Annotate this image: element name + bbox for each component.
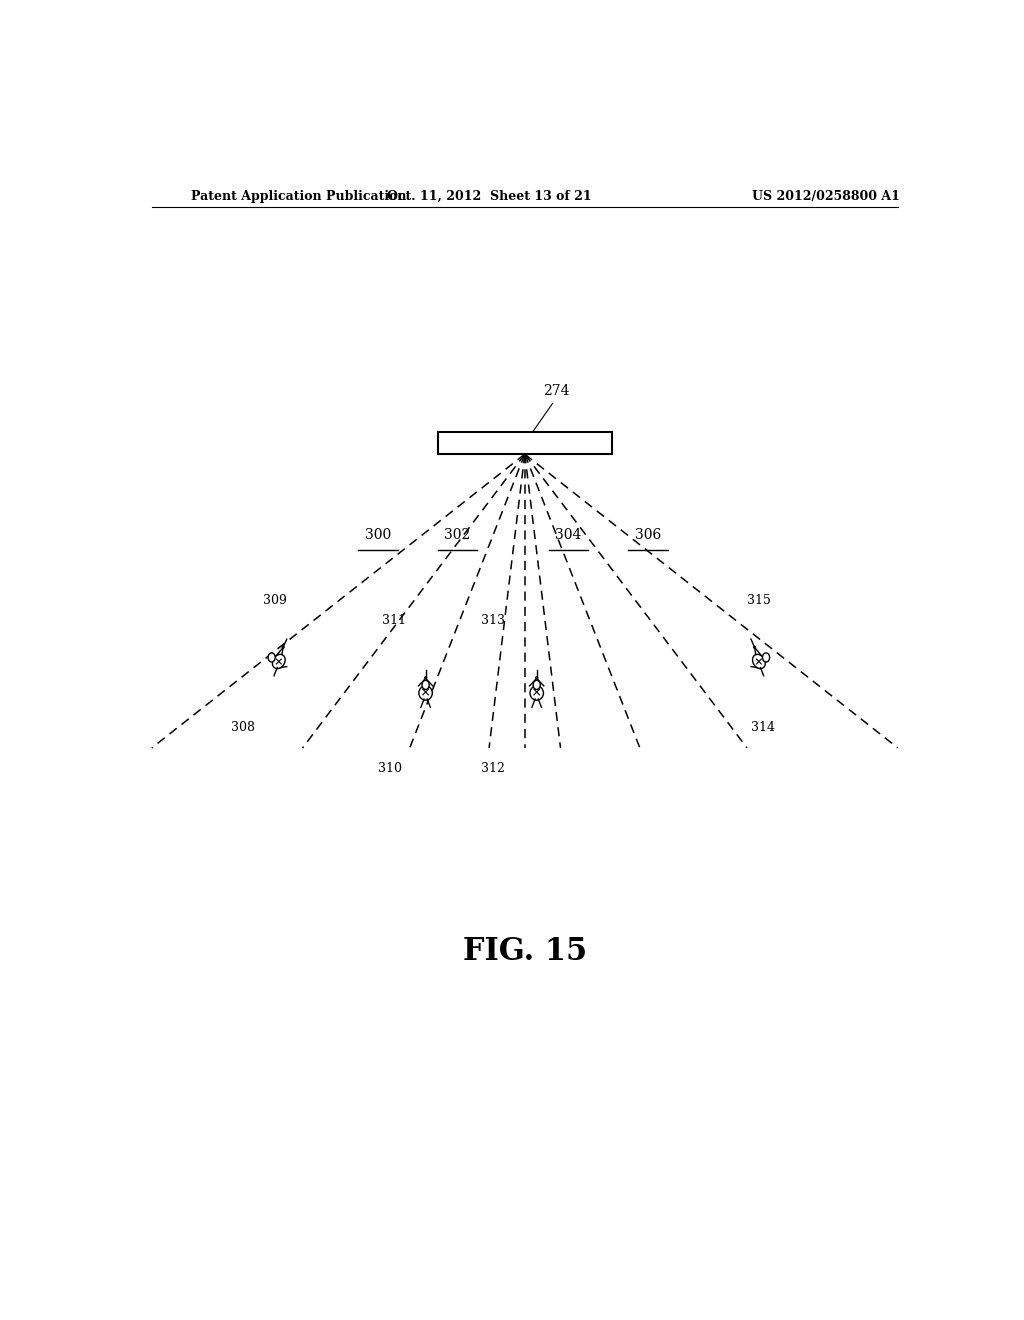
Text: 306: 306 [635, 528, 660, 541]
Text: 302: 302 [444, 528, 470, 541]
Ellipse shape [754, 647, 756, 648]
Ellipse shape [272, 655, 285, 669]
Text: 311: 311 [382, 614, 406, 627]
Text: 304: 304 [555, 528, 582, 541]
Text: 314: 314 [751, 721, 775, 734]
Circle shape [534, 680, 541, 689]
Ellipse shape [283, 647, 284, 648]
Circle shape [763, 653, 770, 663]
Circle shape [268, 653, 275, 663]
Text: Patent Application Publication: Patent Application Publication [191, 190, 407, 202]
Ellipse shape [530, 686, 544, 700]
Circle shape [422, 680, 429, 689]
Ellipse shape [425, 677, 427, 678]
Text: 309: 309 [263, 594, 287, 607]
Text: 310: 310 [378, 762, 401, 775]
Ellipse shape [419, 686, 432, 700]
Ellipse shape [536, 677, 538, 678]
Text: 313: 313 [481, 614, 505, 627]
Text: Oct. 11, 2012  Sheet 13 of 21: Oct. 11, 2012 Sheet 13 of 21 [387, 190, 592, 202]
Text: FIG. 15: FIG. 15 [463, 936, 587, 966]
Text: 274: 274 [544, 384, 569, 399]
Text: 315: 315 [746, 594, 771, 607]
Text: 308: 308 [231, 721, 255, 734]
Text: 312: 312 [481, 762, 505, 775]
Ellipse shape [753, 655, 765, 669]
Text: 300: 300 [365, 528, 391, 541]
Bar [437, 432, 612, 454]
Text: US 2012/0258800 A1: US 2012/0258800 A1 [753, 190, 900, 202]
